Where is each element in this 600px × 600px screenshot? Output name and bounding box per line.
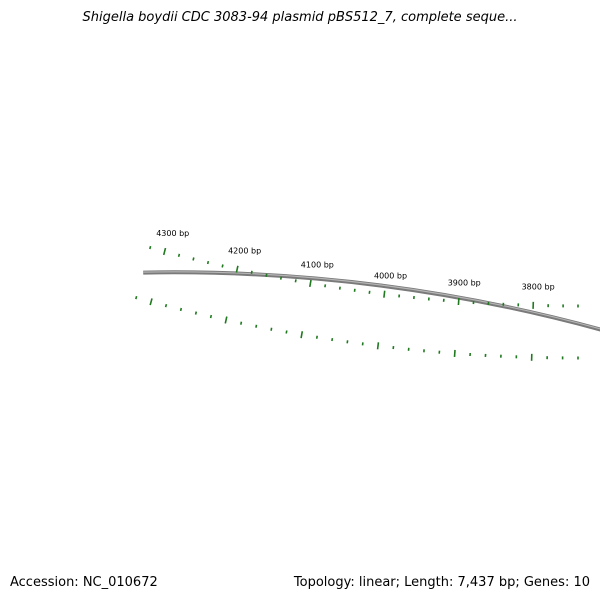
inner-minor-tick bbox=[255, 324, 258, 328]
inner-major-tick bbox=[224, 316, 228, 324]
inner-minor-tick bbox=[240, 321, 243, 325]
outer-minor-tick bbox=[149, 245, 152, 250]
inner-major-tick bbox=[453, 349, 456, 357]
inner-minor-tick bbox=[164, 303, 168, 308]
sequence-backbone-line bbox=[143, 270, 600, 332]
inner-minor-tick bbox=[270, 327, 273, 331]
inner-minor-tick bbox=[194, 311, 198, 315]
inner-major-tick bbox=[149, 298, 153, 306]
outer-minor-tick bbox=[192, 257, 195, 261]
inner-minor-tick bbox=[135, 295, 138, 300]
inner-tick-ring bbox=[135, 295, 579, 361]
tick-label: 3900 bp bbox=[448, 279, 481, 288]
inner-minor-tick bbox=[285, 330, 288, 334]
outer-major-tick bbox=[457, 297, 460, 306]
outer-minor-tick bbox=[294, 279, 297, 283]
outer-minor-tick bbox=[279, 276, 283, 280]
tick-label: 4000 bp bbox=[374, 271, 407, 280]
sequence-backbone-highlight bbox=[143, 271, 600, 330]
accession-label: Accession: NC_010672 bbox=[10, 575, 158, 590]
outer-minor-tick bbox=[265, 273, 268, 277]
inner-major-tick bbox=[300, 331, 304, 339]
tick-label: 3800 bp bbox=[522, 282, 555, 291]
sequence-summary: Topology: linear; Length: 7,437 bp; Gene… bbox=[293, 575, 590, 590]
outer-major-tick bbox=[162, 247, 167, 256]
tick-label: 4100 bp bbox=[301, 261, 334, 270]
outer-major-tick bbox=[235, 265, 239, 273]
outer-minor-tick bbox=[206, 260, 210, 265]
tick-label: 4300 bp bbox=[156, 229, 189, 238]
tick-label: 4200 bp bbox=[228, 247, 261, 256]
inner-minor-tick bbox=[209, 314, 213, 319]
inner-major-tick bbox=[376, 342, 380, 350]
outer-tick-ring bbox=[149, 245, 579, 309]
sequence-backbone bbox=[143, 270, 600, 332]
inner-minor-tick bbox=[331, 337, 334, 342]
outer-minor-tick bbox=[177, 253, 181, 258]
outer-major-tick bbox=[309, 279, 312, 288]
outer-minor-tick bbox=[221, 264, 224, 268]
map-title: Shigella boydii CDC 3083-94 plasmid pBS5… bbox=[82, 10, 518, 25]
inner-minor-tick bbox=[315, 335, 318, 339]
tick-labels: 4300 bp 4200 bp 4100 bp 4000 bp 3900 bp 3800 … bbox=[156, 229, 554, 291]
outer-minor-tick bbox=[250, 270, 253, 274]
outer-major-tick bbox=[383, 290, 386, 298]
outer-minor-tick bbox=[324, 284, 327, 288]
inner-minor-tick bbox=[179, 307, 183, 312]
